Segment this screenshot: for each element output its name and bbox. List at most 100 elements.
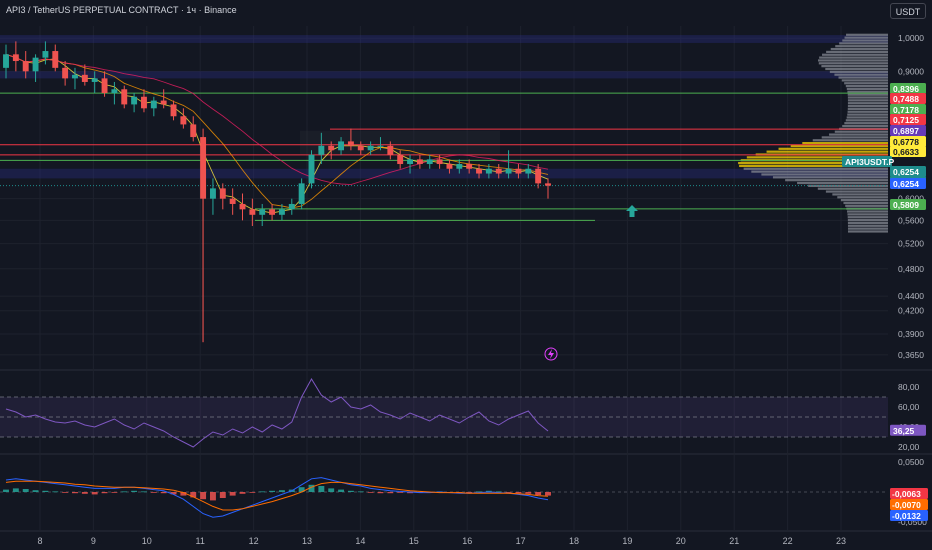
macd-histogram-bar	[308, 484, 315, 492]
x-tick-label: 11	[196, 536, 205, 546]
macd-histogram-bar	[347, 490, 354, 492]
macd-histogram-bar	[525, 492, 532, 494]
candle-body	[72, 74, 78, 79]
candle-body	[288, 203, 295, 210]
candle-body	[249, 209, 256, 215]
volume-profile-bar	[802, 142, 888, 145]
macd-histogram-bar	[397, 492, 404, 493]
macd-histogram-bar	[52, 491, 59, 493]
candle-body	[367, 145, 374, 151]
volume-profile-bar	[847, 102, 888, 105]
macd-histogram-bar	[32, 490, 39, 492]
price-label-text: 0,6254	[893, 179, 919, 189]
macd-value-tag	[890, 510, 928, 521]
x-tick-label: 21	[729, 536, 739, 546]
macd-histogram-bar	[495, 491, 502, 493]
macd-histogram-bar	[22, 489, 29, 492]
volume-profile-bar	[812, 139, 888, 142]
currency-button[interactable]: USDT	[890, 3, 926, 19]
volume-profile-bar	[847, 210, 888, 213]
macd-histogram-bar	[535, 492, 542, 495]
macd-histogram-bar	[209, 492, 216, 501]
macd-histogram-bar	[515, 492, 522, 494]
x-tick-label: 15	[409, 536, 419, 546]
price-tick-label: 0,4800	[898, 264, 924, 274]
lightning-icon[interactable]	[544, 347, 558, 361]
candle-body	[525, 168, 532, 174]
price-label-tag	[890, 104, 926, 115]
volume-profile-bar	[841, 79, 888, 82]
macd-histogram-bar	[545, 492, 551, 496]
highlight-zone	[0, 71, 888, 79]
x-tick-label: 10	[142, 536, 152, 546]
volume-profile-bar	[844, 122, 888, 125]
volume-profile-bar	[821, 136, 888, 139]
candle-body	[318, 145, 325, 155]
volume-profile-bar	[844, 82, 888, 85]
rsi-value-tag	[890, 424, 926, 436]
macd-histogram-bar	[101, 492, 108, 494]
candle-body	[12, 54, 19, 62]
lightning-icon-bolt	[548, 349, 554, 359]
volume-profile-bar	[847, 221, 888, 225]
rsi-line	[5, 378, 549, 448]
up-arrow-icon	[626, 205, 638, 217]
macd-histogram-bar	[357, 491, 364, 493]
volume-profile-bar	[832, 193, 888, 196]
candle-body	[347, 141, 354, 146]
candle-body	[407, 159, 413, 165]
volume-profile-bar	[845, 119, 888, 122]
macd-histogram-bar	[62, 492, 69, 493]
candle-body	[338, 141, 345, 151]
rsi-tick-label: 60,00	[898, 402, 920, 412]
macd-histogram-bar	[476, 491, 482, 493]
volume-profile-bar	[835, 45, 888, 48]
volume-profile-bar	[772, 176, 888, 179]
macd-histogram-bar	[219, 492, 226, 498]
macd-value-text: -0,0063	[892, 489, 921, 499]
macd-histogram-bar	[466, 492, 473, 493]
volume-profile-bar	[766, 150, 888, 153]
signal-line	[5, 480, 549, 511]
price-label-tag	[890, 83, 926, 94]
price-tick-label: 0,5200	[898, 239, 924, 249]
price-label-text: API3USDT.P	[845, 157, 894, 167]
volume-profile-bar	[847, 107, 888, 111]
x-tick-label: 17	[516, 536, 526, 546]
volume-profile-bar	[751, 170, 888, 173]
price-label-tag	[842, 156, 892, 167]
candle-body	[131, 96, 138, 105]
price-tick-label: 1,0000	[898, 33, 924, 43]
macd-histogram-bar	[377, 492, 384, 494]
volume-profile-bar	[826, 50, 888, 53]
volume-profile-bar	[739, 164, 888, 168]
candle-body	[298, 183, 305, 204]
candle-body	[229, 198, 236, 204]
moving-average-line	[5, 53, 549, 186]
price-label-tag	[890, 125, 926, 136]
candle-body	[545, 183, 551, 186]
macd-histogram-bar	[269, 490, 276, 492]
volume-profile-bar	[825, 67, 888, 71]
candle-body	[160, 100, 167, 105]
macd-histogram-bar	[259, 491, 266, 493]
candle-body	[170, 104, 177, 117]
price-label-text: 0,6778	[893, 137, 919, 147]
highlight-zone	[0, 168, 888, 179]
price-tick-label: 0,4400	[898, 291, 924, 301]
x-tick-label: 18	[569, 536, 579, 546]
candle-body	[52, 51, 59, 68]
x-tick-label: 20	[676, 536, 686, 546]
volume-profile-bar	[845, 85, 888, 88]
macd-value-text: -0,0070	[892, 500, 921, 510]
price-label-text: 0,5809	[893, 200, 919, 210]
candle-body	[3, 54, 9, 68]
candle-body	[466, 164, 473, 169]
macd-histogram-bar	[505, 492, 512, 493]
price-label-text: 0,7178	[893, 105, 919, 115]
x-tick-label: 22	[783, 536, 793, 546]
volume-profile-bar	[847, 224, 888, 227]
macd-histogram-bar	[42, 490, 49, 492]
macd-histogram-bar	[160, 492, 167, 494]
